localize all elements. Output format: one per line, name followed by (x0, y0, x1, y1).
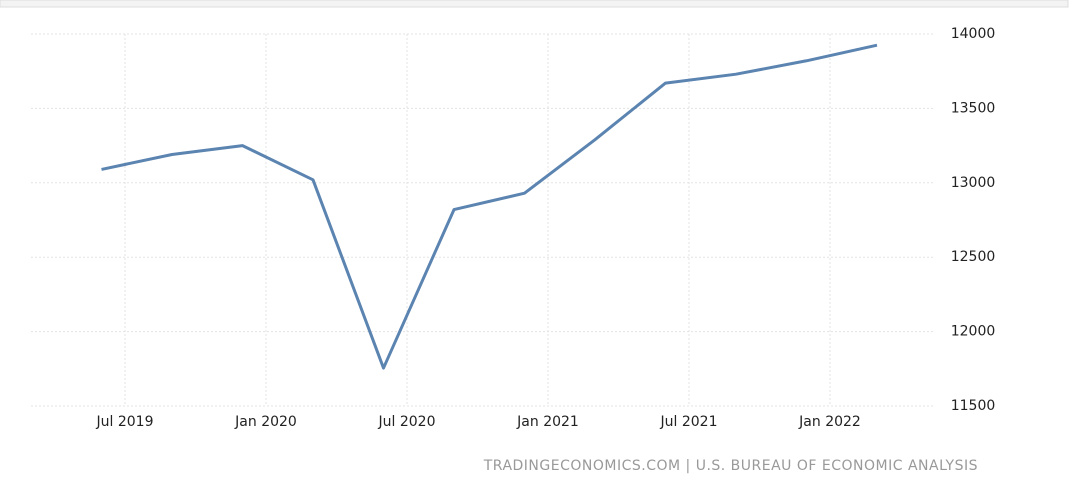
top-bar (0, 0, 1069, 8)
x-tick-label: Jan 2022 (798, 414, 861, 430)
x-tick-label: Jan 2020 (234, 414, 297, 430)
y-tick-label: 14000 (951, 26, 996, 42)
x-tick-label: Jul 2019 (96, 414, 154, 430)
x-tick-label: Jan 2021 (516, 414, 579, 430)
y-tick-label: 11500 (951, 398, 996, 414)
y-tick-label: 13500 (951, 100, 996, 116)
y-tick-label: 12500 (951, 249, 996, 265)
source: TRADINGECONOMICS.COM | U.S. BUREAU OF EC… (483, 458, 978, 474)
x-tick-label: Jul 2020 (378, 414, 436, 430)
y-tick-label: 13000 (951, 175, 996, 191)
line (101, 43, 878, 370)
y-tick-label: 12000 (951, 324, 996, 340)
x-tick-label: Jul 2021 (660, 414, 718, 430)
